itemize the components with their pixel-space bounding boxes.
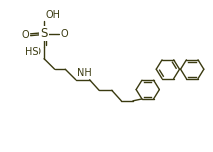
Text: NH: NH [77,67,92,78]
Text: OH: OH [45,10,60,20]
Text: HO: HO [26,47,41,57]
Text: O: O [22,30,30,40]
Text: S: S [40,27,48,40]
Text: O: O [60,29,68,39]
Text: HS: HS [25,47,39,57]
